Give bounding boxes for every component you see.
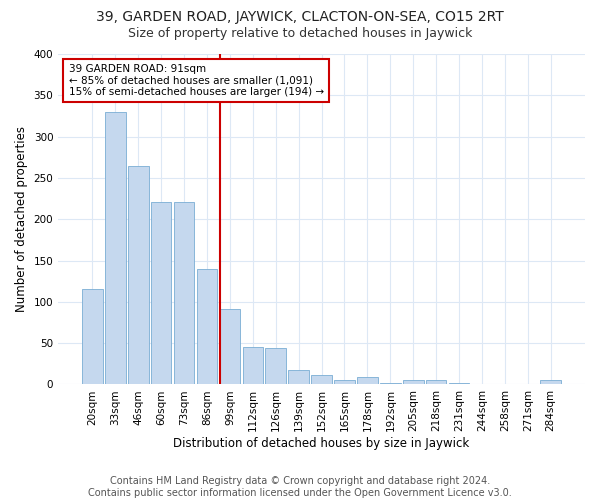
Bar — [265, 348, 286, 385]
Bar — [128, 166, 149, 384]
Bar — [105, 112, 125, 384]
Bar — [220, 310, 240, 384]
X-axis label: Distribution of detached houses by size in Jaywick: Distribution of detached houses by size … — [173, 437, 470, 450]
Text: 39, GARDEN ROAD, JAYWICK, CLACTON-ON-SEA, CO15 2RT: 39, GARDEN ROAD, JAYWICK, CLACTON-ON-SEA… — [96, 10, 504, 24]
Text: Contains HM Land Registry data © Crown copyright and database right 2024.
Contai: Contains HM Land Registry data © Crown c… — [88, 476, 512, 498]
Bar — [426, 380, 446, 384]
Bar — [357, 377, 378, 384]
Bar — [242, 348, 263, 385]
Bar — [403, 380, 424, 384]
Bar — [151, 202, 172, 384]
Bar — [311, 376, 332, 384]
Bar — [449, 383, 469, 384]
Bar — [174, 202, 194, 384]
Y-axis label: Number of detached properties: Number of detached properties — [15, 126, 28, 312]
Bar — [82, 290, 103, 384]
Bar — [380, 383, 401, 384]
Bar — [334, 380, 355, 384]
Bar — [197, 269, 217, 384]
Bar — [289, 370, 309, 384]
Bar — [541, 380, 561, 384]
Text: 39 GARDEN ROAD: 91sqm
← 85% of detached houses are smaller (1,091)
15% of semi-d: 39 GARDEN ROAD: 91sqm ← 85% of detached … — [69, 64, 324, 97]
Text: Size of property relative to detached houses in Jaywick: Size of property relative to detached ho… — [128, 28, 472, 40]
